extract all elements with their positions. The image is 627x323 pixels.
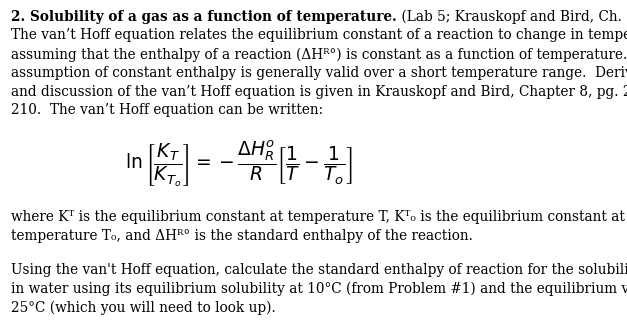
Text: temperature T₀, and ΔHᴿ° is the standard enthalpy of the reaction.: temperature T₀, and ΔHᴿ° is the standard… [11, 229, 473, 243]
Text: 210.  The van’t Hoff equation can be written:: 210. The van’t Hoff equation can be writ… [11, 103, 324, 118]
Text: The van’t Hoff equation relates the equilibrium constant of a reaction to change: The van’t Hoff equation relates the equi… [11, 28, 627, 42]
Text: in water using its equilibrium solubility at 10°C (from Problem #1) and the equi: in water using its equilibrium solubilit… [11, 282, 627, 296]
Text: 25°C (which you will need to look up).: 25°C (which you will need to look up). [11, 301, 276, 315]
Text: Using the van't Hoff equation, calculate the standard enthalpy of reaction for t: Using the van't Hoff equation, calculate… [11, 263, 627, 277]
Text: (Lab 5; Krauskopf and Bird, Ch. 8): (Lab 5; Krauskopf and Bird, Ch. 8) [397, 10, 627, 24]
Text: $\ln\left[\dfrac{K_T}{K_{T_o}}\right] = -\dfrac{\Delta H_R^o}{R}\left[\dfrac{1}{: $\ln\left[\dfrac{K_T}{K_{T_o}}\right] = … [125, 139, 354, 189]
Text: where Kᵀ is the equilibrium constant at temperature T, Kᵀ₀ is the equilibrium co: where Kᵀ is the equilibrium constant at … [11, 210, 625, 224]
Text: and discussion of the van’t Hoff equation is given in Krauskopf and Bird, Chapte: and discussion of the van’t Hoff equatio… [11, 85, 627, 99]
Text: 2. Solubility of a gas as a function of temperature.: 2. Solubility of a gas as a function of … [11, 10, 397, 24]
Text: assumption of constant enthalpy is generally valid over a short temperature rang: assumption of constant enthalpy is gener… [11, 66, 627, 80]
Text: assuming that the enthalpy of a reaction (ΔHᴿ°) is constant as a function of tem: assuming that the enthalpy of a reaction… [11, 47, 627, 62]
